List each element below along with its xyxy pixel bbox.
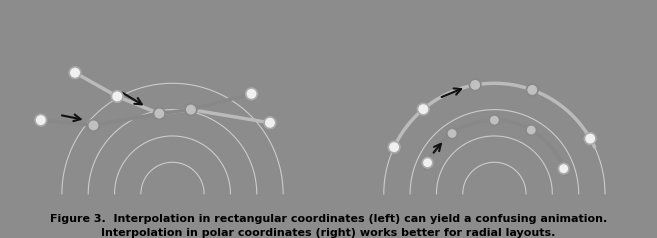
Circle shape [447, 128, 457, 139]
Circle shape [35, 114, 47, 126]
Circle shape [264, 117, 276, 129]
Text: Figure 3.  Interpolation in rectangular coordinates (left) can yield a confusing: Figure 3. Interpolation in rectangular c… [50, 214, 607, 238]
Circle shape [246, 88, 258, 99]
Circle shape [69, 67, 81, 79]
Circle shape [489, 115, 500, 125]
Circle shape [422, 158, 433, 168]
Circle shape [584, 133, 596, 144]
Circle shape [417, 103, 429, 115]
Circle shape [185, 104, 196, 115]
Circle shape [388, 141, 400, 153]
Circle shape [87, 120, 99, 131]
Circle shape [526, 84, 538, 96]
Circle shape [526, 125, 537, 135]
Circle shape [558, 164, 569, 174]
Circle shape [469, 79, 481, 91]
Circle shape [154, 108, 165, 119]
Circle shape [112, 91, 123, 102]
